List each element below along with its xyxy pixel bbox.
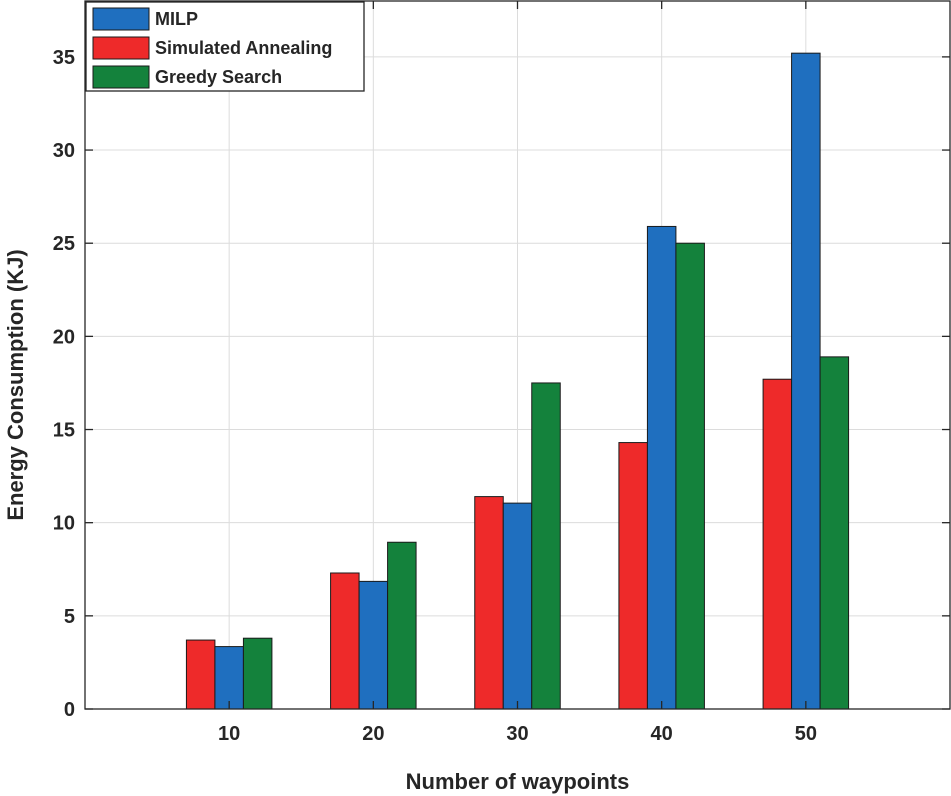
y-axis-label: Energy Consumption (KJ) [3, 249, 28, 520]
legend-label-greedy-search: Greedy Search [155, 67, 282, 87]
bar-simulated-annealing [474, 496, 504, 710]
bar-milp [358, 580, 389, 710]
legend-swatch-milp [92, 7, 150, 31]
bar-simulated-annealing [330, 572, 360, 710]
y-tick-label: 5 [64, 606, 75, 628]
x-tick-label: 40 [651, 723, 673, 745]
x-tick-label: 10 [218, 723, 240, 745]
legend-swatch-simulated-annealing [92, 36, 150, 60]
y-tick-label: 10 [53, 513, 75, 535]
y-tick-label: 30 [53, 140, 75, 162]
bar-greedy-search [531, 382, 561, 710]
y-tick-label: 15 [53, 420, 75, 442]
x-axis-label: Number of waypoints [406, 769, 630, 794]
legend-label-milp: MILP [155, 9, 198, 29]
bar-simulated-annealing [762, 378, 793, 710]
ticks: 0 5 10 15 20 25 30 35 10 20 30 40 50 [53, 1, 950, 745]
x-tick-label: 50 [795, 723, 817, 745]
bar-greedy-search [387, 541, 417, 710]
y-tick-label: 0 [64, 699, 75, 721]
legend-label-simulated-annealing: Simulated Annealing [155, 38, 332, 58]
bars [185, 52, 850, 710]
y-tick-label: 25 [53, 233, 75, 255]
bar-greedy-search [819, 356, 850, 710]
y-tick-label: 20 [53, 326, 75, 348]
bar-greedy-search [675, 242, 705, 710]
bar-simulated-annealing [618, 442, 648, 710]
x-tick-label: 30 [506, 723, 528, 745]
legend-swatch-greedy-search [92, 65, 150, 89]
bar-milp [502, 502, 533, 710]
x-tick-label: 20 [362, 723, 384, 745]
bar-milp [791, 52, 821, 710]
bar-milp [646, 225, 677, 710]
bar-greedy-search [242, 637, 273, 710]
bar-simulated-annealing [185, 639, 216, 710]
y-tick-label: 35 [53, 47, 75, 69]
bar-milp [214, 646, 244, 710]
legend: MILP Simulated Annealing Greedy Search [85, 1, 365, 92]
